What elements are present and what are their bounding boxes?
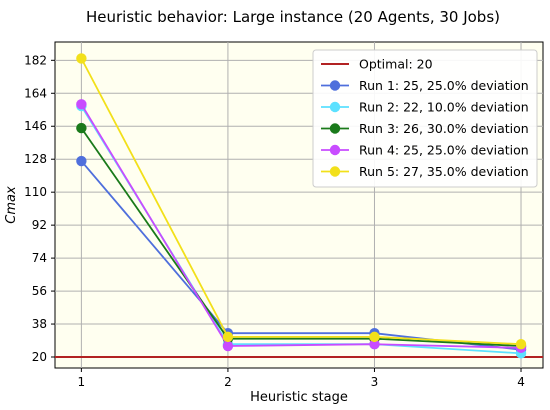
legend-swatch-marker <box>329 123 341 134</box>
legend-box <box>312 49 538 188</box>
legend-label: Run 3: 26, 30.0% deviation <box>359 121 529 136</box>
x-tick-label: 3 <box>371 375 379 389</box>
legend-label: Run 1: 25, 25.0% deviation <box>359 78 529 93</box>
legend-entry: Run 2: 22, 10.0% deviation <box>321 100 529 115</box>
series-line <box>80 58 522 346</box>
x-axis-ticks: 1 2 3 4 <box>78 368 525 389</box>
legend-label: Run 4: 25, 25.0% deviation <box>359 143 529 158</box>
y-tick-label: 146 <box>24 119 47 133</box>
data-point <box>76 155 87 167</box>
y-tick-label: 110 <box>24 185 47 199</box>
y-tick-label: 182 <box>24 53 47 67</box>
legend-swatch-marker <box>329 80 341 91</box>
legend-entry: Run 5: 27, 35.0% deviation <box>321 164 529 179</box>
legend-label: Optimal: 20 <box>359 57 433 72</box>
series-line <box>80 127 522 347</box>
data-point <box>222 331 234 343</box>
legend-entry: Run 4: 25, 25.0% deviation <box>321 143 529 158</box>
data-point <box>76 99 87 110</box>
data-point <box>369 338 380 350</box>
legend-swatch-marker <box>329 101 341 113</box>
series-line <box>80 103 522 349</box>
y-tick-label: 56 <box>32 284 47 298</box>
data-point <box>515 338 527 350</box>
series-group <box>76 53 527 359</box>
series-line <box>80 160 522 351</box>
legend-label: Run 5: 27, 35.0% deviation <box>359 164 529 179</box>
y-tick-label: 38 <box>32 317 47 331</box>
y-tick-label: 92 <box>32 218 47 232</box>
x-axis-label: Heuristic stage <box>250 390 348 405</box>
y-tick-label: 164 <box>24 86 47 100</box>
x-tick-label: 2 <box>224 375 232 389</box>
legend-label: Run 2: 22, 10.0% deviation <box>359 100 529 115</box>
legend-swatch-marker <box>329 166 341 177</box>
legend-entry: Optimal: 20 <box>321 57 433 72</box>
x-tick-label: 4 <box>517 375 525 389</box>
y-axis-label: Cmax <box>4 186 19 224</box>
y-axis-ticks: 20 38 56 74 92 110 128 146 164 182 <box>24 53 55 364</box>
series-run-5 <box>76 53 527 350</box>
data-point <box>76 53 87 64</box>
legend-entry: Run 3: 26, 30.0% deviation <box>321 121 529 136</box>
y-tick-label: 20 <box>32 350 47 364</box>
legend-entry: Run 1: 25, 25.0% deviation <box>321 78 529 93</box>
x-tick-label: 1 <box>78 375 86 389</box>
y-tick-label: 128 <box>24 152 47 166</box>
y-tick-label: 74 <box>32 251 47 265</box>
legend: Optimal: 20 Run 1: 25, 25.0% deviation Run… <box>312 49 538 188</box>
chart-title: Heuristic behavior: Large instance (20 A… <box>86 8 500 26</box>
data-point <box>222 340 234 352</box>
data-point <box>76 122 87 134</box>
data-point <box>369 331 380 343</box>
legend-swatch-marker <box>329 144 341 156</box>
